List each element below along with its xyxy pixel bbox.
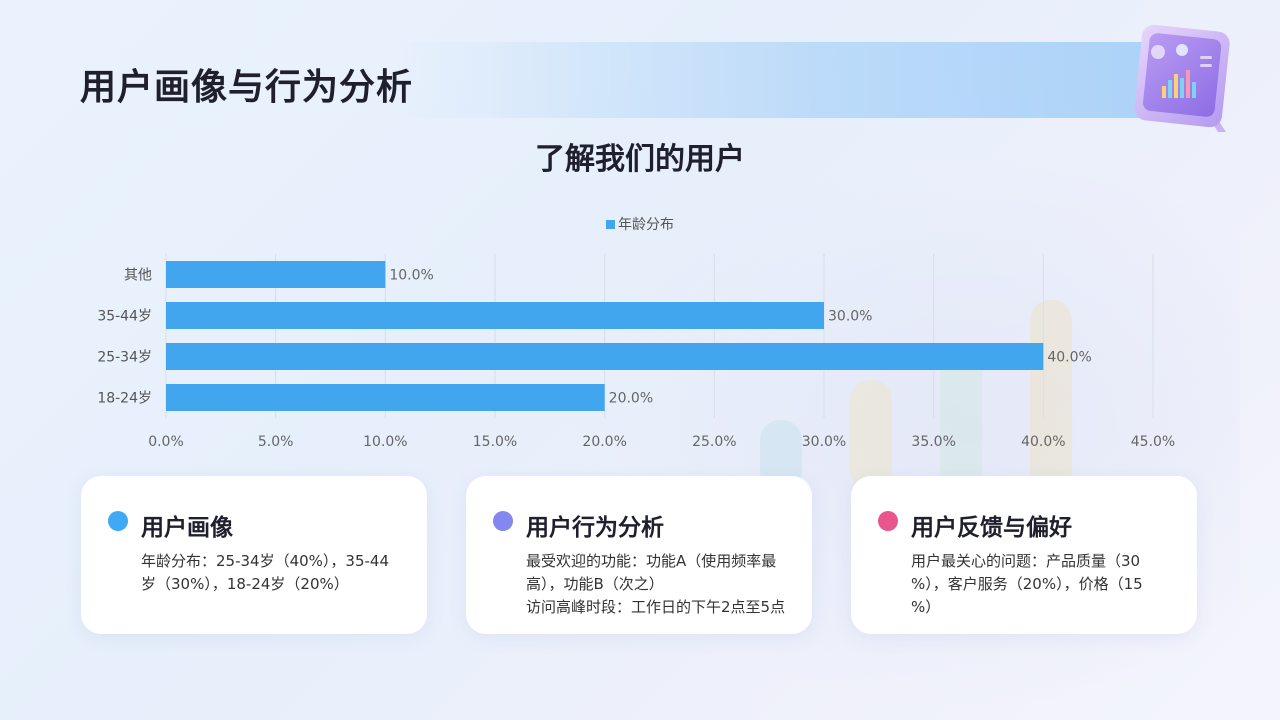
x-tick-label: 45.0%	[1131, 434, 1175, 450]
card-body: 最受欢迎的功能：功能A（使用频率最 高），功能B（次之） 访问高峰时段：工作日的…	[526, 550, 794, 619]
bar	[166, 302, 824, 329]
x-tick-label: 15.0%	[473, 434, 517, 450]
user-profile-card: 用户画像 年龄分布：25-34岁（40%），35-44 岁（30%），18-24…	[81, 476, 427, 634]
data-label: 20.0%	[609, 391, 653, 407]
card-title: 用户行为分析	[526, 515, 664, 541]
background-bar-decoration	[850, 380, 892, 490]
card-text-line: %）	[911, 598, 941, 616]
x-tick-label: 35.0%	[911, 434, 955, 450]
x-tick-label: 25.0%	[692, 434, 736, 450]
bar	[166, 384, 605, 411]
card-text-line: 年龄分布：25-34岁（40%），35-44	[141, 552, 390, 570]
card-dot	[108, 511, 128, 531]
analytics-tablet-icon	[1134, 24, 1230, 132]
bar	[166, 343, 1044, 370]
card-body: 年龄分布：25-34岁（40%），35-44 岁（30%），18-24岁（20%…	[141, 550, 409, 596]
bar	[166, 261, 386, 288]
category-label: 25-34岁	[97, 350, 152, 366]
page-title: 用户画像与行为分析	[80, 67, 414, 108]
chart-legend: 年龄分布	[0, 214, 1280, 234]
data-label: 10.0%	[389, 268, 433, 284]
age-distribution-bar-chart: 0.0% 5.0% 10.0% 15.0% 20.0% 25.0% 30.0% 35.0% 40…	[97, 254, 1175, 450]
user-feedback-card: 用户反馈与偏好 用户最关心的问题：产品质量（30 %），客户服务（20%），价格…	[851, 476, 1197, 634]
category-label: 18-24岁	[97, 391, 152, 407]
category-label: 35-44岁	[97, 309, 152, 325]
card-text-line: %），客户服务（20%），价格（15	[911, 575, 1143, 593]
legend-label: 年龄分布	[618, 217, 674, 233]
background-bar-decoration	[1030, 300, 1072, 490]
card-title: 用户反馈与偏好	[911, 515, 1072, 541]
card-body: 用户最关心的问题：产品质量（30 %），客户服务（20%），价格（15 %）	[911, 550, 1179, 619]
data-label: 40.0%	[1047, 350, 1091, 366]
card-dot	[493, 511, 513, 531]
x-tick-label: 10.0%	[363, 434, 407, 450]
x-tick-label: 30.0%	[802, 434, 846, 450]
card-dot	[878, 511, 898, 531]
card-title: 用户画像	[141, 515, 233, 541]
category-label: 其他	[124, 268, 152, 284]
card-text-line: 岁（30%），18-24岁（20%）	[141, 575, 349, 593]
chart-subtitle: 了解我们的用户	[535, 142, 745, 177]
legend-swatch	[606, 220, 615, 229]
user-behavior-card: 用户行为分析 最受欢迎的功能：功能A（使用频率最 高），功能B（次之） 访问高峰…	[466, 476, 812, 634]
background-bar-decoration	[940, 350, 982, 490]
x-tick-label: 5.0%	[258, 434, 294, 450]
card-text-line: 最受欢迎的功能：功能A（使用频率最	[526, 552, 777, 570]
x-tick-label: 0.0%	[148, 434, 184, 450]
data-label: 30.0%	[828, 309, 872, 325]
card-text-line: 访问高峰时段：工作日的下午2点至5点	[526, 598, 786, 616]
x-tick-label: 40.0%	[1021, 434, 1065, 450]
x-tick-label: 20.0%	[582, 434, 626, 450]
card-text-line: 高），功能B（次之）	[526, 575, 664, 593]
card-text-line: 用户最关心的问题：产品质量（30	[911, 552, 1141, 570]
header-band	[400, 42, 1160, 118]
